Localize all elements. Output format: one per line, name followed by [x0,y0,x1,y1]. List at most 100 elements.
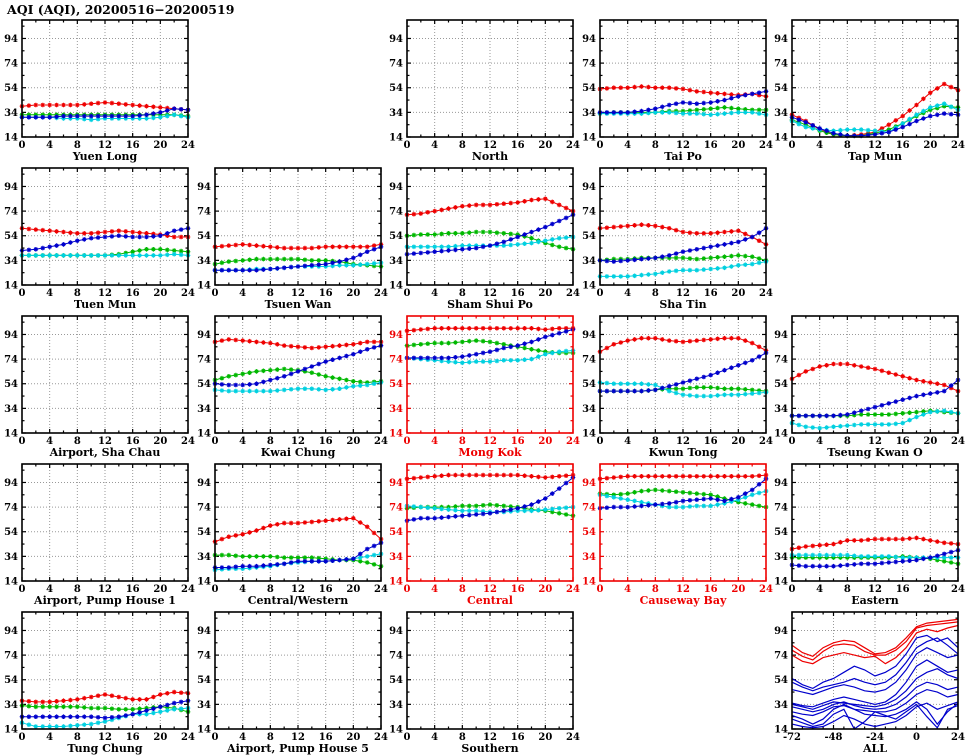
subplot-sha-tin: 14 34 54 74 94 0 4 8 12 16 20 24 Sha Tin [582,167,773,311]
x-tick-label: 24 [951,140,965,151]
x-tick-label: 4 [46,140,53,151]
x-tick-label: 4 [624,436,631,447]
y-tick-label: 94 [197,182,211,193]
subplot-title: North [472,150,508,163]
y-tick-label: 74 [774,355,788,366]
x-tick-label: 16 [896,436,910,447]
y-tick-label: 34 [582,108,596,119]
y-tick-label: 14 [4,133,18,144]
x-tick-label: 24 [181,584,195,595]
x-tick-label: 4 [46,288,53,299]
x-tick-label: 8 [652,436,659,447]
x-tick-label: 24 [566,436,580,447]
y-tick-label: 34 [389,552,403,563]
y-tick-label: 94 [774,478,788,489]
x-tick-label: 16 [126,732,140,743]
y-tick-label: 34 [582,404,596,415]
x-tick-label: 16 [511,288,525,299]
y-tick-label: 14 [389,577,403,588]
series-red-markers [597,335,769,354]
x-tick-label: 0 [596,436,603,447]
x-tick-label: 20 [346,436,360,447]
y-tick-label: 94 [4,34,18,45]
y-tick-label: 34 [4,404,18,415]
x-tick-label: 4 [817,140,824,151]
x-tick-label: 0 [211,288,218,299]
x-tick-label: 16 [896,584,910,595]
y-tick-label: 14 [4,577,18,588]
y-tick-label: 14 [4,725,18,736]
subplot-title: Tung Chung [67,742,142,755]
subplot-title: Yuen Long [72,150,138,163]
x-tick-label: 8 [459,140,466,151]
x-tick-label: 20 [346,288,360,299]
x-tick-label: 0 [404,436,411,447]
x-tick-label: 4 [431,288,438,299]
x-tick-label: 4 [239,436,246,447]
y-tick-label: 74 [774,59,788,70]
x-tick-label: 8 [844,584,851,595]
y-tick-label: 14 [389,281,403,292]
subplot-title: Southern [462,742,519,755]
y-tick-label: 54 [582,83,596,94]
subplot-title: Kwun Tong [648,446,717,459]
x-tick-label: 24 [181,288,195,299]
series-blue-9-line [792,703,959,730]
x-tick-label: 12 [98,140,112,151]
x-tick-label: 12 [676,436,690,447]
y-tick-label: 54 [197,231,211,242]
x-tick-label: 20 [539,288,553,299]
x-tick-label: 0 [19,584,26,595]
y-tick-label: 14 [197,429,211,440]
subplot-title: Airport, Sha Chau [49,446,161,459]
y-tick-label: 74 [197,651,211,662]
y-tick-label: 34 [582,256,596,267]
x-tick-label: 8 [74,436,81,447]
y-tick-label: 34 [774,700,788,711]
series-blue-4-line [792,659,959,708]
y-tick-label: 74 [389,59,403,70]
y-tick-label: 14 [582,429,596,440]
x-tick-label: 0 [789,584,796,595]
x-tick-label: 12 [98,436,112,447]
y-tick-label: 34 [4,552,18,563]
y-tick-label: 54 [197,527,211,538]
x-tick-label: 16 [704,140,718,151]
x-tick-label: 20 [153,288,167,299]
x-tick-label: 12 [676,140,690,151]
y-tick-label: 34 [774,404,788,415]
x-tick-label: 8 [652,584,659,595]
subplot-title: Mong Kok [459,446,523,459]
y-tick-label: 14 [774,429,788,440]
x-tick-label: 0 [211,436,218,447]
y-tick-label: 14 [582,281,596,292]
y-tick-label: 34 [774,552,788,563]
x-tick-label: 0 [404,140,411,151]
series-blue-8-line [792,701,959,726]
series-red-3-line [792,624,959,665]
y-tick-label: 14 [389,133,403,144]
y-tick-label: 34 [4,700,18,711]
y-tick-label: 54 [774,379,788,390]
subplot-central-western: 14 34 54 74 94 0 4 8 12 16 20 24 Central/Western [197,463,388,607]
x-tick-label: 0 [404,584,411,595]
x-tick-label: 8 [266,584,273,595]
x-tick-label: 24 [566,288,580,299]
y-tick-label: 54 [389,231,403,242]
y-tick-label: 54 [389,675,403,686]
y-tick-label: 54 [389,379,403,390]
x-tick-label: 16 [511,140,525,151]
subplot-tung-chung: 14 34 54 74 94 0 4 8 12 16 20 24 Tung Chung [4,611,195,755]
y-tick-label: 94 [774,330,788,341]
x-tick-label: 24 [374,732,388,743]
y-tick-label: 54 [4,675,18,686]
subplot-title: Airport, Pump House 5 [226,742,369,755]
x-tick-label: 24 [181,436,195,447]
x-tick-label: 0 [404,288,411,299]
y-tick-label: 54 [774,83,788,94]
x-tick-label: 24 [181,140,195,151]
x-tick-label: 8 [459,288,466,299]
y-tick-label: 34 [197,552,211,563]
subplot-title: Tai Po [664,150,702,163]
y-tick-label: 94 [197,330,211,341]
